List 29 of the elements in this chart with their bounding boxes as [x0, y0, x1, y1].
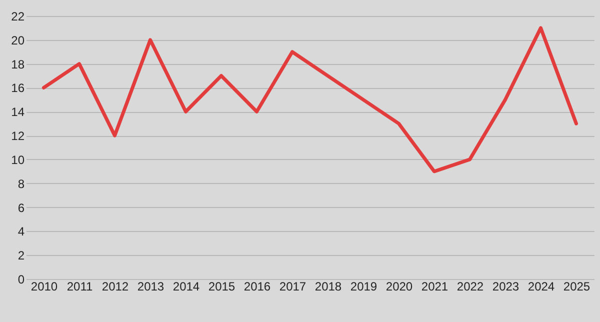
y-tick-label: 12	[11, 129, 25, 144]
x-tick-label: 2019	[350, 280, 378, 294]
y-tick-label: 18	[11, 57, 25, 72]
y-tick-label: 20	[11, 33, 25, 48]
x-tick-label: 2017	[279, 280, 306, 294]
x-tick-label: 2012	[102, 280, 129, 294]
x-tick-label: 2015	[208, 280, 236, 294]
x-tick-label: 2022	[456, 280, 484, 294]
x-tick-label: 2011	[66, 280, 93, 294]
x-tick-label: 2020	[386, 280, 413, 294]
x-tick-label: 2013	[137, 280, 164, 294]
x-tick-label: 2023	[492, 280, 520, 294]
y-tick-label: 6	[18, 200, 25, 215]
y-tick-label: 2	[18, 248, 25, 263]
x-tick-label: 2014	[172, 280, 200, 294]
y-tick-label: 8	[18, 176, 25, 191]
x-tick-label: 2024	[528, 280, 555, 294]
y-tick-label: 22	[11, 10, 25, 24]
y-tick-label: 14	[11, 105, 25, 120]
y-tick-label: 4	[18, 224, 25, 239]
x-tick-label: 2016	[244, 280, 271, 294]
x-tick-label: 2010	[30, 280, 58, 294]
x-tick-label: 2021	[421, 280, 448, 294]
y-tick-label: 0	[18, 272, 25, 286]
y-tick-label: 10	[11, 152, 25, 167]
x-tick-label: 2025	[563, 280, 590, 294]
x-tick-label: 2018	[314, 280, 342, 294]
y-tick-label: 16	[11, 81, 25, 96]
line-series	[42, 26, 578, 174]
